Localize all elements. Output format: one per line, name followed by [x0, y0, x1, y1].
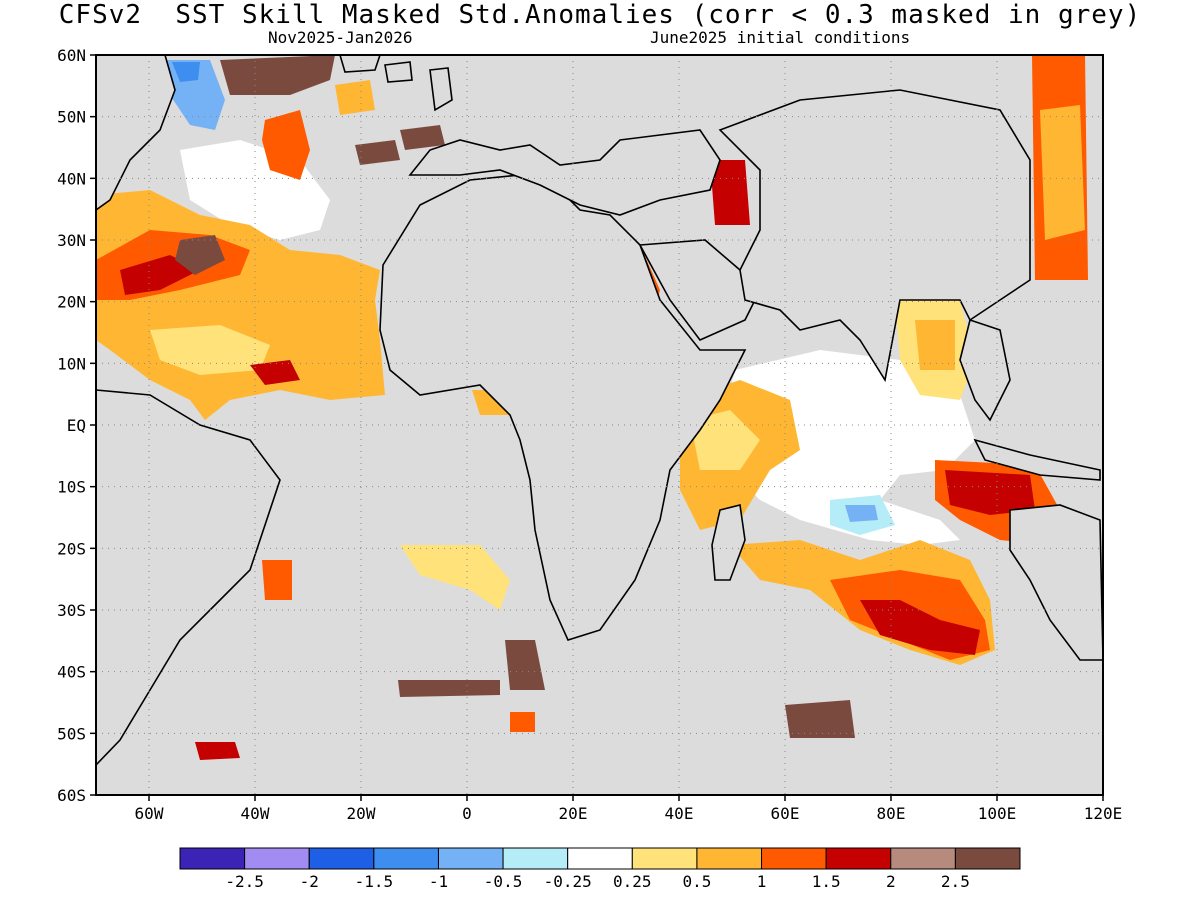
warm-region-japan-sea-yellow: [1040, 105, 1085, 240]
colorbar-label: -1: [429, 872, 448, 891]
brown-region-south-atlantic: [505, 640, 545, 690]
lat-tick-label: 10N: [57, 354, 86, 373]
colorbar-label: 1.5: [812, 872, 841, 891]
madagascar-outline: [711, 504, 746, 581]
lat-tick-label: 50S: [57, 724, 86, 743]
europe-outline: [408, 129, 721, 216]
colorbar-bin: [825, 847, 892, 870]
map-axes: 60N 50N 40N 30N 20N 10N EQ 10S 20S 30S 40S 50S 60S 60…: [57, 46, 1122, 823]
cold-region-labrador-deep: [172, 62, 200, 82]
initial-conditions: June2025 initial conditions: [650, 28, 911, 47]
lat-tick-label: 50N: [57, 108, 86, 127]
lon-tick-label: 60E: [771, 804, 800, 823]
colorbar-bin: [890, 847, 956, 870]
lat-tick-label: 20N: [57, 293, 86, 312]
colorbar-label: -2.5: [225, 872, 264, 891]
uk-outline: [429, 67, 453, 112]
warm-region-gulf-stream: [175, 235, 225, 275]
colorbar-bin: [308, 847, 375, 870]
colorbar-label: -0.5: [484, 872, 523, 891]
lat-tick-label: 30S: [57, 601, 86, 620]
lon-tick-label: 0: [462, 804, 472, 823]
colorbar-bin: [502, 847, 569, 870]
warm-region-west-australia-darkred: [945, 470, 1035, 515]
lat-tick-label: 20S: [57, 539, 86, 558]
colorbar-bin: [244, 847, 310, 870]
lat-tick-label: 40S: [57, 663, 86, 682]
iceland-outline: [384, 61, 413, 83]
brown-region-south-atlantic-band: [398, 680, 500, 697]
colorbar-bin: [373, 847, 439, 870]
colorbar-label: -2: [300, 872, 319, 891]
lat-tick-label: 10S: [57, 478, 86, 497]
indonesia-outline: [973, 438, 1101, 481]
north-america-outline: [96, 55, 176, 211]
se-asia-outline: [959, 318, 1011, 422]
warm-region-south-indian-darkred: [860, 600, 980, 655]
lon-tick-label: 80E: [877, 804, 906, 823]
colorbar-label: 0.5: [682, 872, 711, 891]
warm-region-caribbean-red: [250, 360, 300, 385]
lat-tick-label: 40N: [57, 169, 86, 188]
colorbar-bin: [761, 847, 827, 870]
warm-region-bay-of-bengal-orange: [915, 320, 955, 370]
lon-tick-label: 20W: [347, 804, 376, 823]
colorbar-bin: [179, 847, 246, 870]
chart-title: CFSv2 SST Skill Masked Std.Anomalies (co…: [58, 0, 1142, 30]
asia-outline: [718, 89, 1031, 383]
lon-tick-label: 20E: [559, 804, 588, 823]
warm-region-south-atlantic-small: [510, 712, 535, 732]
colorbar-bin: [437, 847, 504, 870]
colorbar-bin: [954, 847, 1021, 870]
colorbar-label: 2: [886, 872, 896, 891]
lon-tick-label: 100E: [978, 804, 1017, 823]
colorbar-label: 0.25: [613, 872, 652, 891]
arabia-outline: [638, 239, 761, 341]
brown-region-labrador: [220, 55, 335, 95]
lon-tick-label: 40E: [665, 804, 694, 823]
colorbar-bin: [631, 847, 698, 870]
lon-tick-label: 120E: [1084, 804, 1123, 823]
brown-region-biscay: [355, 140, 400, 165]
warm-region-south-atlantic-yellow: [400, 545, 510, 610]
warm-region-north-sea: [335, 80, 375, 115]
lon-tick-label: 60W: [135, 804, 164, 823]
warm-region-southern-ocean: [195, 742, 240, 760]
lat-tick-label: 30N: [57, 231, 86, 250]
warm-region-west-indian-yellow: [690, 410, 760, 470]
warm-region-northeast-atlantic: [262, 110, 310, 180]
colorbar-label: -0.25: [544, 872, 592, 891]
colorbar-bin: [696, 847, 763, 870]
greenland-outline: [339, 55, 381, 73]
warm-region-north-atlantic-darkred: [120, 255, 200, 295]
lon-tick-label: 40W: [241, 804, 270, 823]
colorbar-label: -1.5: [355, 872, 394, 891]
cold-region-indian-ocean-deep: [845, 505, 878, 522]
brown-region-europe: [400, 125, 445, 150]
warm-region-brazil-south: [262, 560, 292, 600]
forecast-period: Nov2025-Jan2026: [268, 28, 413, 47]
colorbar-bin: [567, 847, 633, 870]
colorbar: -2.5 -2 -1.5 -1 -0.5 -0.25 0.25 0.5 1 1.5 2 2.5: [179, 847, 1021, 891]
lat-tick-label: 60S: [57, 786, 86, 805]
colorbar-label: 1: [757, 872, 767, 891]
warm-region-tropical-atlantic-yellow: [150, 325, 270, 375]
south-america-outline: [96, 389, 281, 767]
brown-region-kerguelen: [785, 700, 855, 738]
anomaly-field: [96, 55, 1088, 760]
lat-tick-label: EQ: [67, 416, 86, 435]
australia-outline: [1009, 504, 1103, 661]
coastlines: [96, 55, 1103, 767]
lat-tick-label: 60N: [57, 46, 86, 65]
warm-region-caspian: [710, 160, 750, 225]
colorbar-label: 2.5: [941, 872, 970, 891]
